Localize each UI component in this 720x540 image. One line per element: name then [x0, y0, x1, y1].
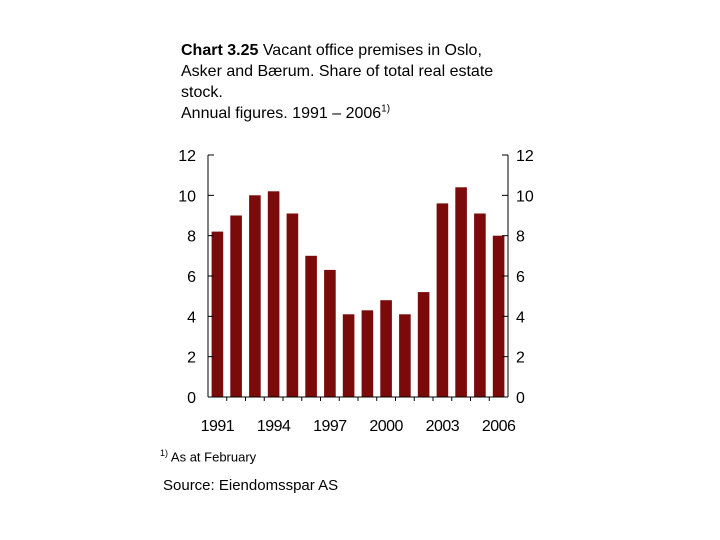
y-tick-label-right: 8: [516, 229, 525, 246]
bar-1998: [342, 314, 355, 397]
y-tick-label-left: 6: [187, 269, 196, 286]
bar-2003: [436, 203, 449, 397]
bar-1995: [286, 213, 299, 397]
bar-2004: [455, 187, 467, 397]
y-tick-label-left: 2: [187, 350, 196, 367]
y-tick-label-left: 10: [178, 188, 196, 205]
bar-1994: [267, 191, 280, 397]
y-tick-label-right: 12: [516, 148, 534, 165]
y-tick-label-left: 0: [187, 390, 196, 407]
bar-1996: [305, 255, 317, 397]
y-tick-label-right: 4: [516, 309, 525, 326]
y-tick-label-right: 0: [516, 390, 525, 407]
chart-number: Chart 3.25: [181, 42, 259, 59]
title-line-3: stock.: [181, 84, 223, 101]
y-tick-label-left: 12: [178, 148, 196, 165]
x-tick-label-2006: 2006: [482, 418, 516, 435]
y-tick-label-right: 6: [516, 269, 525, 286]
title-line-4: Annual figures. 1991 – 2006: [181, 105, 382, 122]
x-tick-label-2000: 2000: [369, 418, 403, 435]
title-line-2: Asker and Bærum. Share of total real est…: [181, 63, 494, 80]
chart-title: Chart 3.25 Vacant office premises in Osl…: [181, 40, 561, 124]
bar-2006: [492, 235, 505, 397]
bar-1991: [211, 231, 224, 397]
y-tick-label-left: 4: [187, 309, 196, 326]
bar-2001: [399, 314, 411, 397]
bar-1997: [324, 269, 336, 397]
bar-2005: [474, 213, 486, 397]
x-tick-label-1994: 1994: [257, 418, 291, 435]
footnote-mark: 1): [160, 448, 169, 458]
footnote-text: As at February: [168, 449, 257, 465]
bar-1992: [230, 215, 242, 397]
bar-1993: [249, 195, 261, 397]
y-tick-label-right: 2: [516, 350, 525, 367]
x-tick-label-1991: 1991: [201, 418, 235, 435]
title-footnote-mark: 1): [381, 103, 391, 115]
x-tick-label-1997: 1997: [313, 418, 347, 435]
footnote: 1) As at February: [160, 448, 256, 464]
bar-2000: [380, 300, 392, 397]
title-line-1: Vacant office premises in Oslo,: [258, 42, 482, 59]
bar-2002: [417, 292, 430, 397]
x-tick-label-2003: 2003: [426, 418, 460, 435]
y-tick-label-right: 10: [516, 188, 534, 205]
source-note: Source: Eiendomsspar AS: [163, 477, 339, 494]
y-tick-label-left: 8: [187, 229, 196, 246]
bar-1999: [361, 310, 374, 397]
